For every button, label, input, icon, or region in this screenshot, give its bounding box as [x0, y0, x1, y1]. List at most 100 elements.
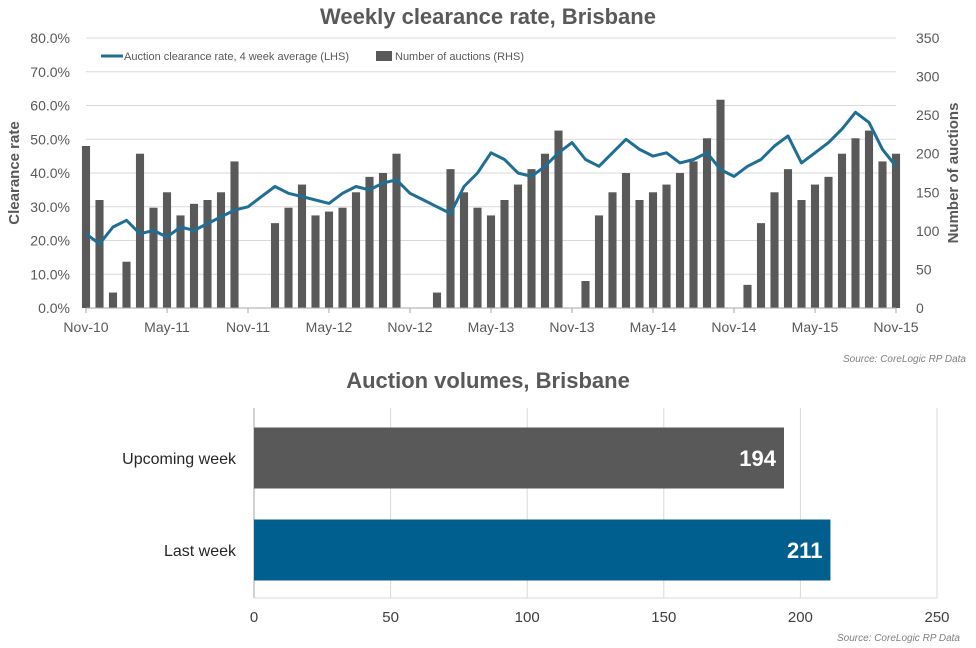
auction-count-bar [864, 130, 874, 308]
auction-count-bar [635, 200, 644, 308]
y-tick-label-right: 300 [916, 69, 940, 85]
auction-count-bar [594, 215, 604, 308]
x-tick-label: May-11 [144, 319, 190, 335]
auction-count-bar [554, 130, 563, 308]
auction-count-bar [392, 153, 401, 308]
clearance-chart-title: Weekly clearance rate, Brisbane [320, 4, 656, 29]
legend-bar-swatch [376, 51, 392, 61]
y-tick-label-left: 10.0% [30, 266, 70, 282]
auction-count-bar [365, 176, 374, 308]
auction-count-bar [459, 192, 469, 308]
auction-count-bar [162, 192, 172, 308]
volume-bar [254, 519, 831, 581]
auction-count-bar [810, 184, 820, 308]
auction-count-bar [783, 169, 793, 308]
auction-count-bar [216, 192, 226, 308]
auction-count-bar [824, 176, 833, 308]
y-tick-label-right: 50 [916, 261, 932, 277]
volumes-chart-source: Source: CoreLogic RP Data [836, 633, 960, 644]
x-tick-label: 150 [651, 609, 676, 626]
x-tick-label: Nov-13 [549, 319, 594, 335]
clearance-rate-line [85, 110, 898, 246]
auction-count-bar [608, 192, 617, 308]
x-tick-label: May-14 [630, 319, 677, 335]
x-tick-label: Nov-15 [873, 319, 918, 335]
auction-count-bar [621, 173, 631, 308]
auction-count-bar [176, 215, 185, 308]
x-tick-label: 200 [788, 609, 813, 626]
x-tick-label: May-12 [306, 319, 353, 335]
y-tick-label-right: 200 [916, 146, 940, 162]
y-tick-label-left: 60.0% [30, 98, 70, 114]
y-tick-label-left: 20.0% [30, 233, 70, 249]
y-tick-label-left: 50.0% [30, 131, 70, 147]
auction-count-bar [770, 192, 779, 308]
auction-count-bar [284, 207, 293, 308]
auction-count-bar [81, 146, 91, 308]
y-tick-label-left: 0.0% [38, 300, 70, 316]
volume-bar-value-label: 211 [787, 538, 823, 563]
auction-count-bar [716, 99, 725, 308]
y-tick-label-left: 70.0% [30, 64, 70, 80]
y-tick-label-left: 40.0% [30, 165, 70, 181]
volumes-chart-title: Auction volumes, Brisbane [346, 368, 630, 393]
auction-count-bar [203, 200, 212, 308]
x-tick-label: May-13 [468, 319, 515, 335]
x-tick-label: May-15 [792, 319, 839, 335]
auction-count-bar [108, 292, 118, 308]
auction-count-bar [324, 211, 334, 308]
auction-count-bar [338, 207, 347, 308]
auction-count-bar [540, 153, 550, 308]
auction-count-bar [270, 223, 280, 308]
auction-count-bar [527, 169, 536, 308]
volume-bar-value-label: 194 [739, 446, 776, 471]
category-label: Last week [164, 543, 237, 560]
auction-count-bar [446, 169, 455, 308]
auction-count-bar [297, 184, 307, 308]
x-tick-label: 50 [382, 609, 399, 626]
y-tick-label-right: 0 [916, 300, 924, 316]
volume-bar [254, 427, 785, 489]
auction-count-bar [230, 161, 239, 308]
auction-count-bar [351, 192, 361, 308]
x-tick-label: 250 [924, 609, 949, 626]
y-tick-label-right: 150 [916, 184, 940, 200]
legend-label-auctions: Number of auctions (RHS) [395, 51, 524, 63]
y-tick-label-right: 350 [916, 30, 940, 46]
auction-count-bar [189, 203, 199, 308]
x-tick-label: Nov-10 [63, 319, 108, 335]
auction-count-bar [851, 138, 860, 308]
auction-count-bar [486, 215, 496, 308]
legend-label-clearance: Auction clearance rate, 4 week average (… [124, 51, 349, 63]
auction-count-bar [473, 207, 482, 308]
auction-count-bar [95, 200, 104, 308]
auction-count-bar [797, 200, 806, 308]
x-tick-label: Nov-11 [226, 319, 270, 335]
y-axis-title-right: Number of auctions [945, 103, 962, 244]
auction-count-bar [648, 192, 658, 308]
category-label: Upcoming week [122, 451, 237, 468]
y-tick-label-right: 250 [916, 107, 940, 123]
y-tick-label-left: 30.0% [30, 199, 70, 215]
auction-count-bar [702, 138, 712, 308]
x-tick-label: 0 [250, 609, 258, 626]
x-tick-label: 100 [515, 609, 540, 626]
auction-count-bar [756, 223, 766, 308]
auction-count-bar [675, 173, 685, 308]
x-tick-label: Nov-14 [711, 319, 756, 335]
y-tick-label-right: 100 [916, 223, 940, 239]
auction-count-bar [878, 161, 887, 308]
auction-count-bar [500, 200, 509, 308]
auction-count-bar [122, 261, 131, 308]
auction-count-bar [689, 161, 698, 308]
auction-count-bar [581, 281, 590, 308]
auction-count-bar [891, 153, 901, 308]
clearance-chart-source: Source: CoreLogic RP Data [842, 354, 966, 365]
auction-count-bar [135, 153, 145, 308]
y-tick-label-left: 80.0% [30, 30, 70, 46]
auction-count-bar [311, 215, 320, 308]
y-axis-title-left: Clearance rate [6, 121, 23, 224]
x-tick-label: Nov-12 [387, 319, 432, 335]
auction-count-bar [513, 184, 523, 308]
